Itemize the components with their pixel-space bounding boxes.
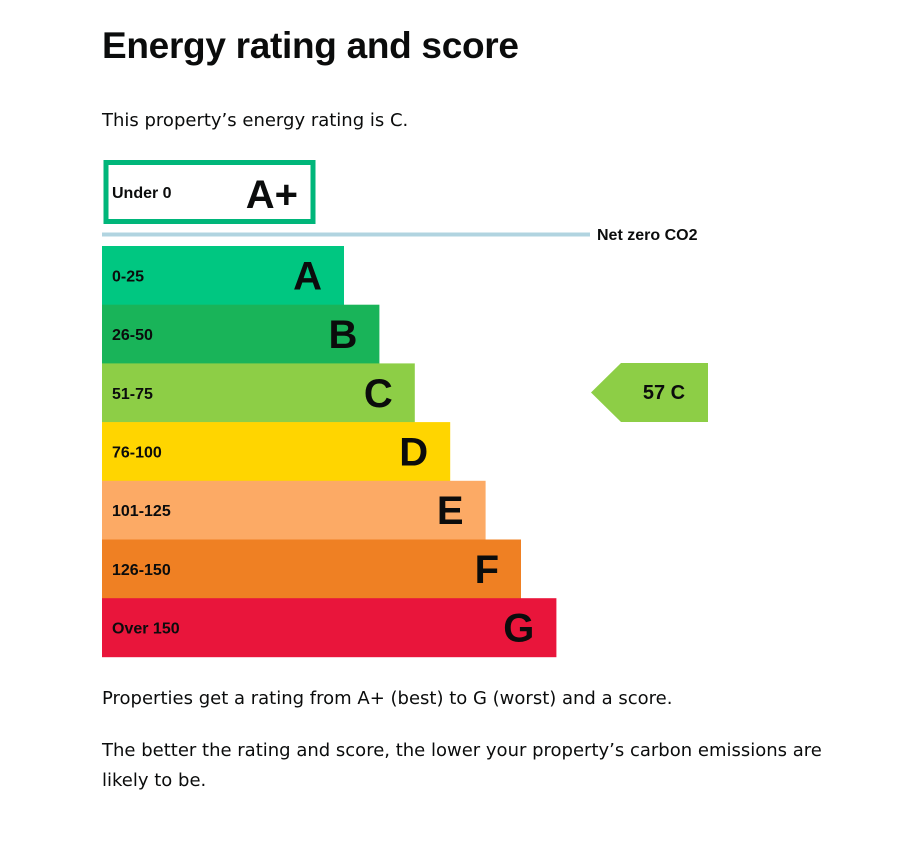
band-box-a-plus <box>103 160 316 224</box>
current-score: 57 <box>643 382 665 404</box>
band-range-d: 76-100 <box>112 445 162 462</box>
band-range-a: 0-25 <box>112 268 144 285</box>
rating-intro: This property’s energy rating is C. <box>102 110 409 131</box>
band-letter-a-plus: A+ <box>246 173 298 217</box>
current-rating-arrow <box>591 363 708 422</box>
band-bar-a <box>102 246 344 305</box>
band-letter-f: F <box>475 548 499 592</box>
band-bar-f <box>102 539 521 599</box>
page-title: Energy rating and score <box>102 25 519 66</box>
band-range-e: 101-125 <box>112 503 171 520</box>
band-range-f: 126-150 <box>112 562 171 579</box>
current-rating-label: 57 C <box>643 382 685 404</box>
net-zero-label: Net zero CO2 <box>597 227 698 244</box>
band-letter-d: D <box>399 431 428 475</box>
band-range-a-plus: Under 0 <box>112 185 172 202</box>
band-letter-g: G <box>503 607 534 651</box>
band-bar-g <box>102 598 557 658</box>
band-bar-b <box>102 304 380 364</box>
current-letter: C <box>671 382 685 404</box>
rating-emissions-note: The better the rating and score, the low… <box>102 740 822 791</box>
rating-bands: 0-25 A 26-50 B 51-75 C 76-100 D 101-125 E 126-150 F… <box>102 246 557 658</box>
band-bar-c <box>102 363 415 423</box>
band-range-c: 51-75 <box>112 386 153 403</box>
band-letter-e: E <box>437 489 464 533</box>
band-letter-b: B <box>329 313 358 357</box>
band-letter-a: A <box>293 254 322 298</box>
band-range-b: 26-50 <box>112 327 153 344</box>
band-letter-c: C <box>364 372 393 416</box>
band-range-g: Over 150 <box>112 621 180 638</box>
rating-explanation: Properties get a rating from A+ (best) t… <box>102 688 673 709</box>
band-bar-d <box>102 422 451 482</box>
band-bar-e <box>102 480 486 540</box>
